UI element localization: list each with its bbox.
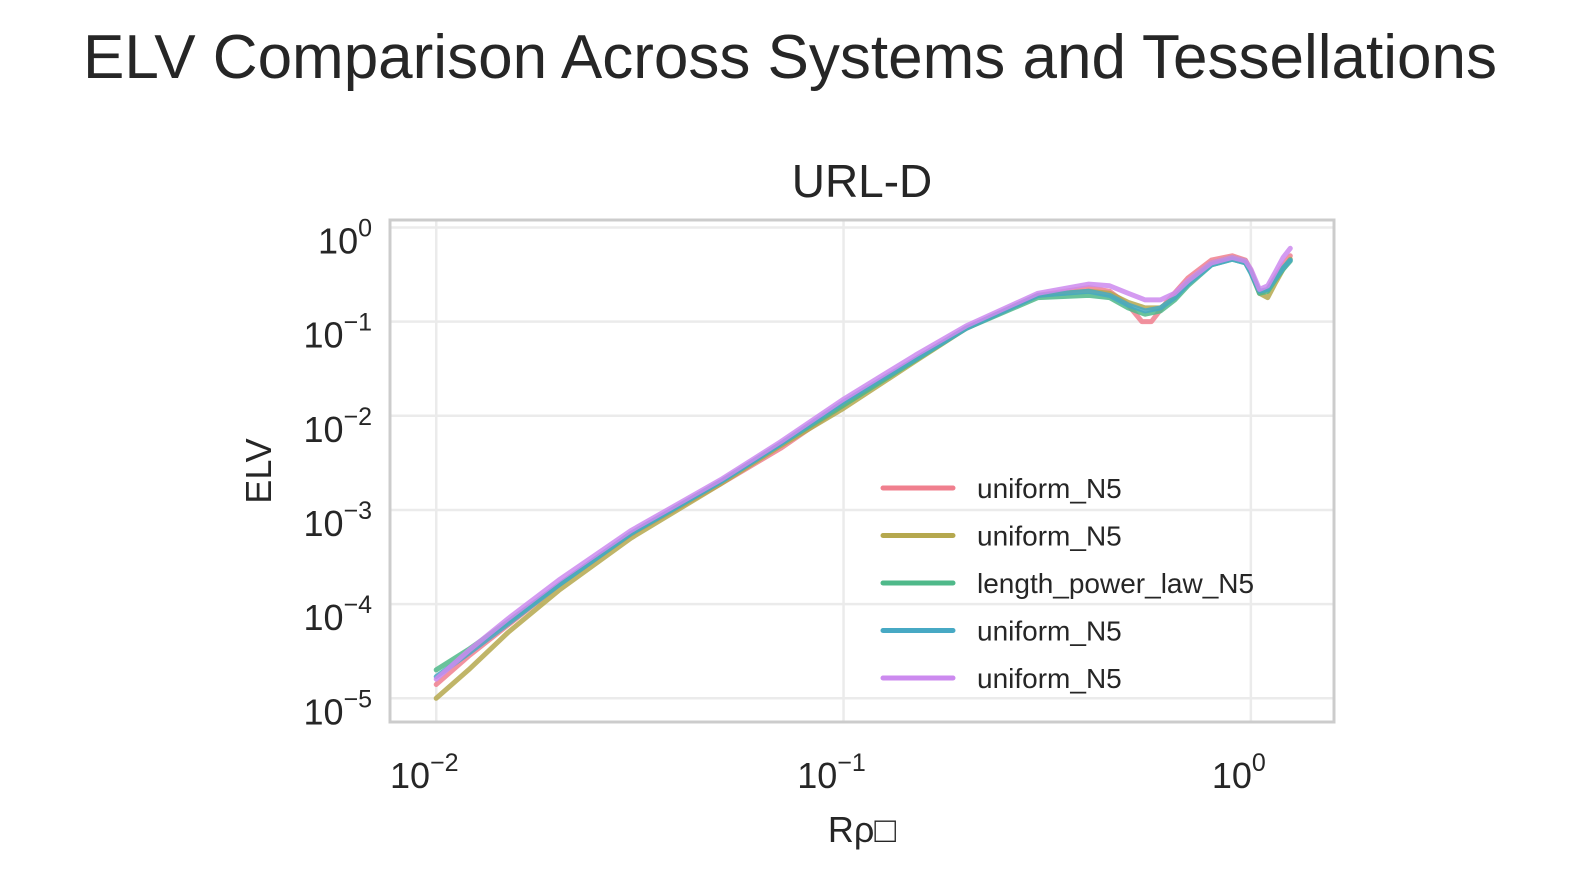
grid-lines [390, 220, 1334, 722]
x-tick-label-2: 100 [1212, 749, 1266, 796]
figure-title: ELV Comparison Across Systems and Tessel… [82, 23, 1497, 92]
plot-frame [388, 218, 1336, 724]
legend-label-3: uniform_N5 [977, 616, 1122, 647]
series-line-4 [433, 245, 1293, 682]
y-tick-label-3: 10−3 [303, 497, 372, 544]
y-tick-labels: 100 10−1 10−2 10−3 10−4 10−5 [303, 214, 372, 732]
y-axis-label: ELV [238, 438, 279, 503]
series-line-1 [433, 255, 1293, 701]
y-tick-label-5: 10−5 [303, 685, 372, 732]
legend-label-0: uniform_N5 [977, 473, 1122, 504]
legend-label-2: length_power_law_N5 [977, 568, 1254, 599]
series-line-0 [433, 253, 1293, 687]
series-lines [433, 245, 1293, 701]
x-tick-label-0: 10−2 [390, 749, 459, 796]
legend-label-4: uniform_N5 [977, 663, 1122, 694]
y-tick-label-4: 10−4 [303, 591, 372, 638]
x-tick-label-1: 10−1 [797, 749, 866, 796]
subplot-title: URL-D [792, 155, 933, 207]
x-axis-label: Rρ□ [828, 809, 896, 850]
y-tick-label-2: 10−2 [303, 403, 372, 450]
legend: uniform_N5uniform_N5length_power_law_N5u… [880, 473, 1254, 694]
y-tick-label-1: 10−1 [303, 309, 372, 356]
legend-label-1: uniform_N5 [977, 521, 1122, 552]
y-tick-label-0: 100 [318, 214, 372, 261]
x-tick-labels: 10−2 10−1 100 [390, 749, 1266, 796]
